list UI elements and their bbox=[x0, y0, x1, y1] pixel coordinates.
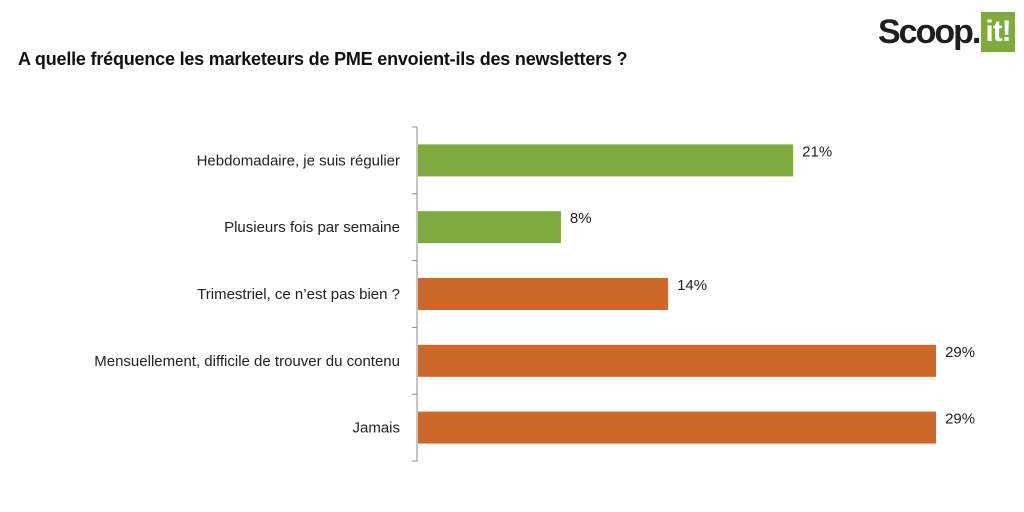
value-label: 21% bbox=[802, 143, 832, 160]
category-label: Mensuellement, difficile de trouver du c… bbox=[94, 353, 400, 370]
bar bbox=[418, 211, 561, 244]
category-axis bbox=[412, 126, 418, 462]
logo-wordmark: Scoop. bbox=[878, 13, 981, 51]
value-labels: 21% 8% 14% 29% 29% bbox=[570, 143, 975, 427]
value-label: 29% bbox=[945, 411, 975, 428]
bar bbox=[418, 278, 669, 310]
scoopit-logo: Scoop. it! bbox=[878, 12, 1015, 52]
category-label: Trimestriel, ce n’est pas bien ? bbox=[197, 286, 400, 303]
chart-title: A quelle fréquence les marketeurs de PME… bbox=[18, 49, 628, 69]
logo-accent-box: it! bbox=[981, 12, 1015, 52]
bar bbox=[418, 344, 937, 377]
category-labels: Hebdomadaire, je suis régulier Plusieurs … bbox=[94, 152, 400, 436]
value-label: 14% bbox=[677, 277, 707, 294]
value-label: 8% bbox=[570, 210, 592, 227]
category-label: Plusieurs fois par semaine bbox=[224, 219, 400, 236]
category-label: Jamais bbox=[352, 420, 400, 437]
bar bbox=[418, 411, 937, 444]
bar bbox=[418, 144, 794, 177]
value-label: 29% bbox=[945, 344, 975, 361]
category-label: Hebdomadaire, je suis régulier bbox=[197, 152, 400, 169]
bars bbox=[418, 144, 937, 444]
